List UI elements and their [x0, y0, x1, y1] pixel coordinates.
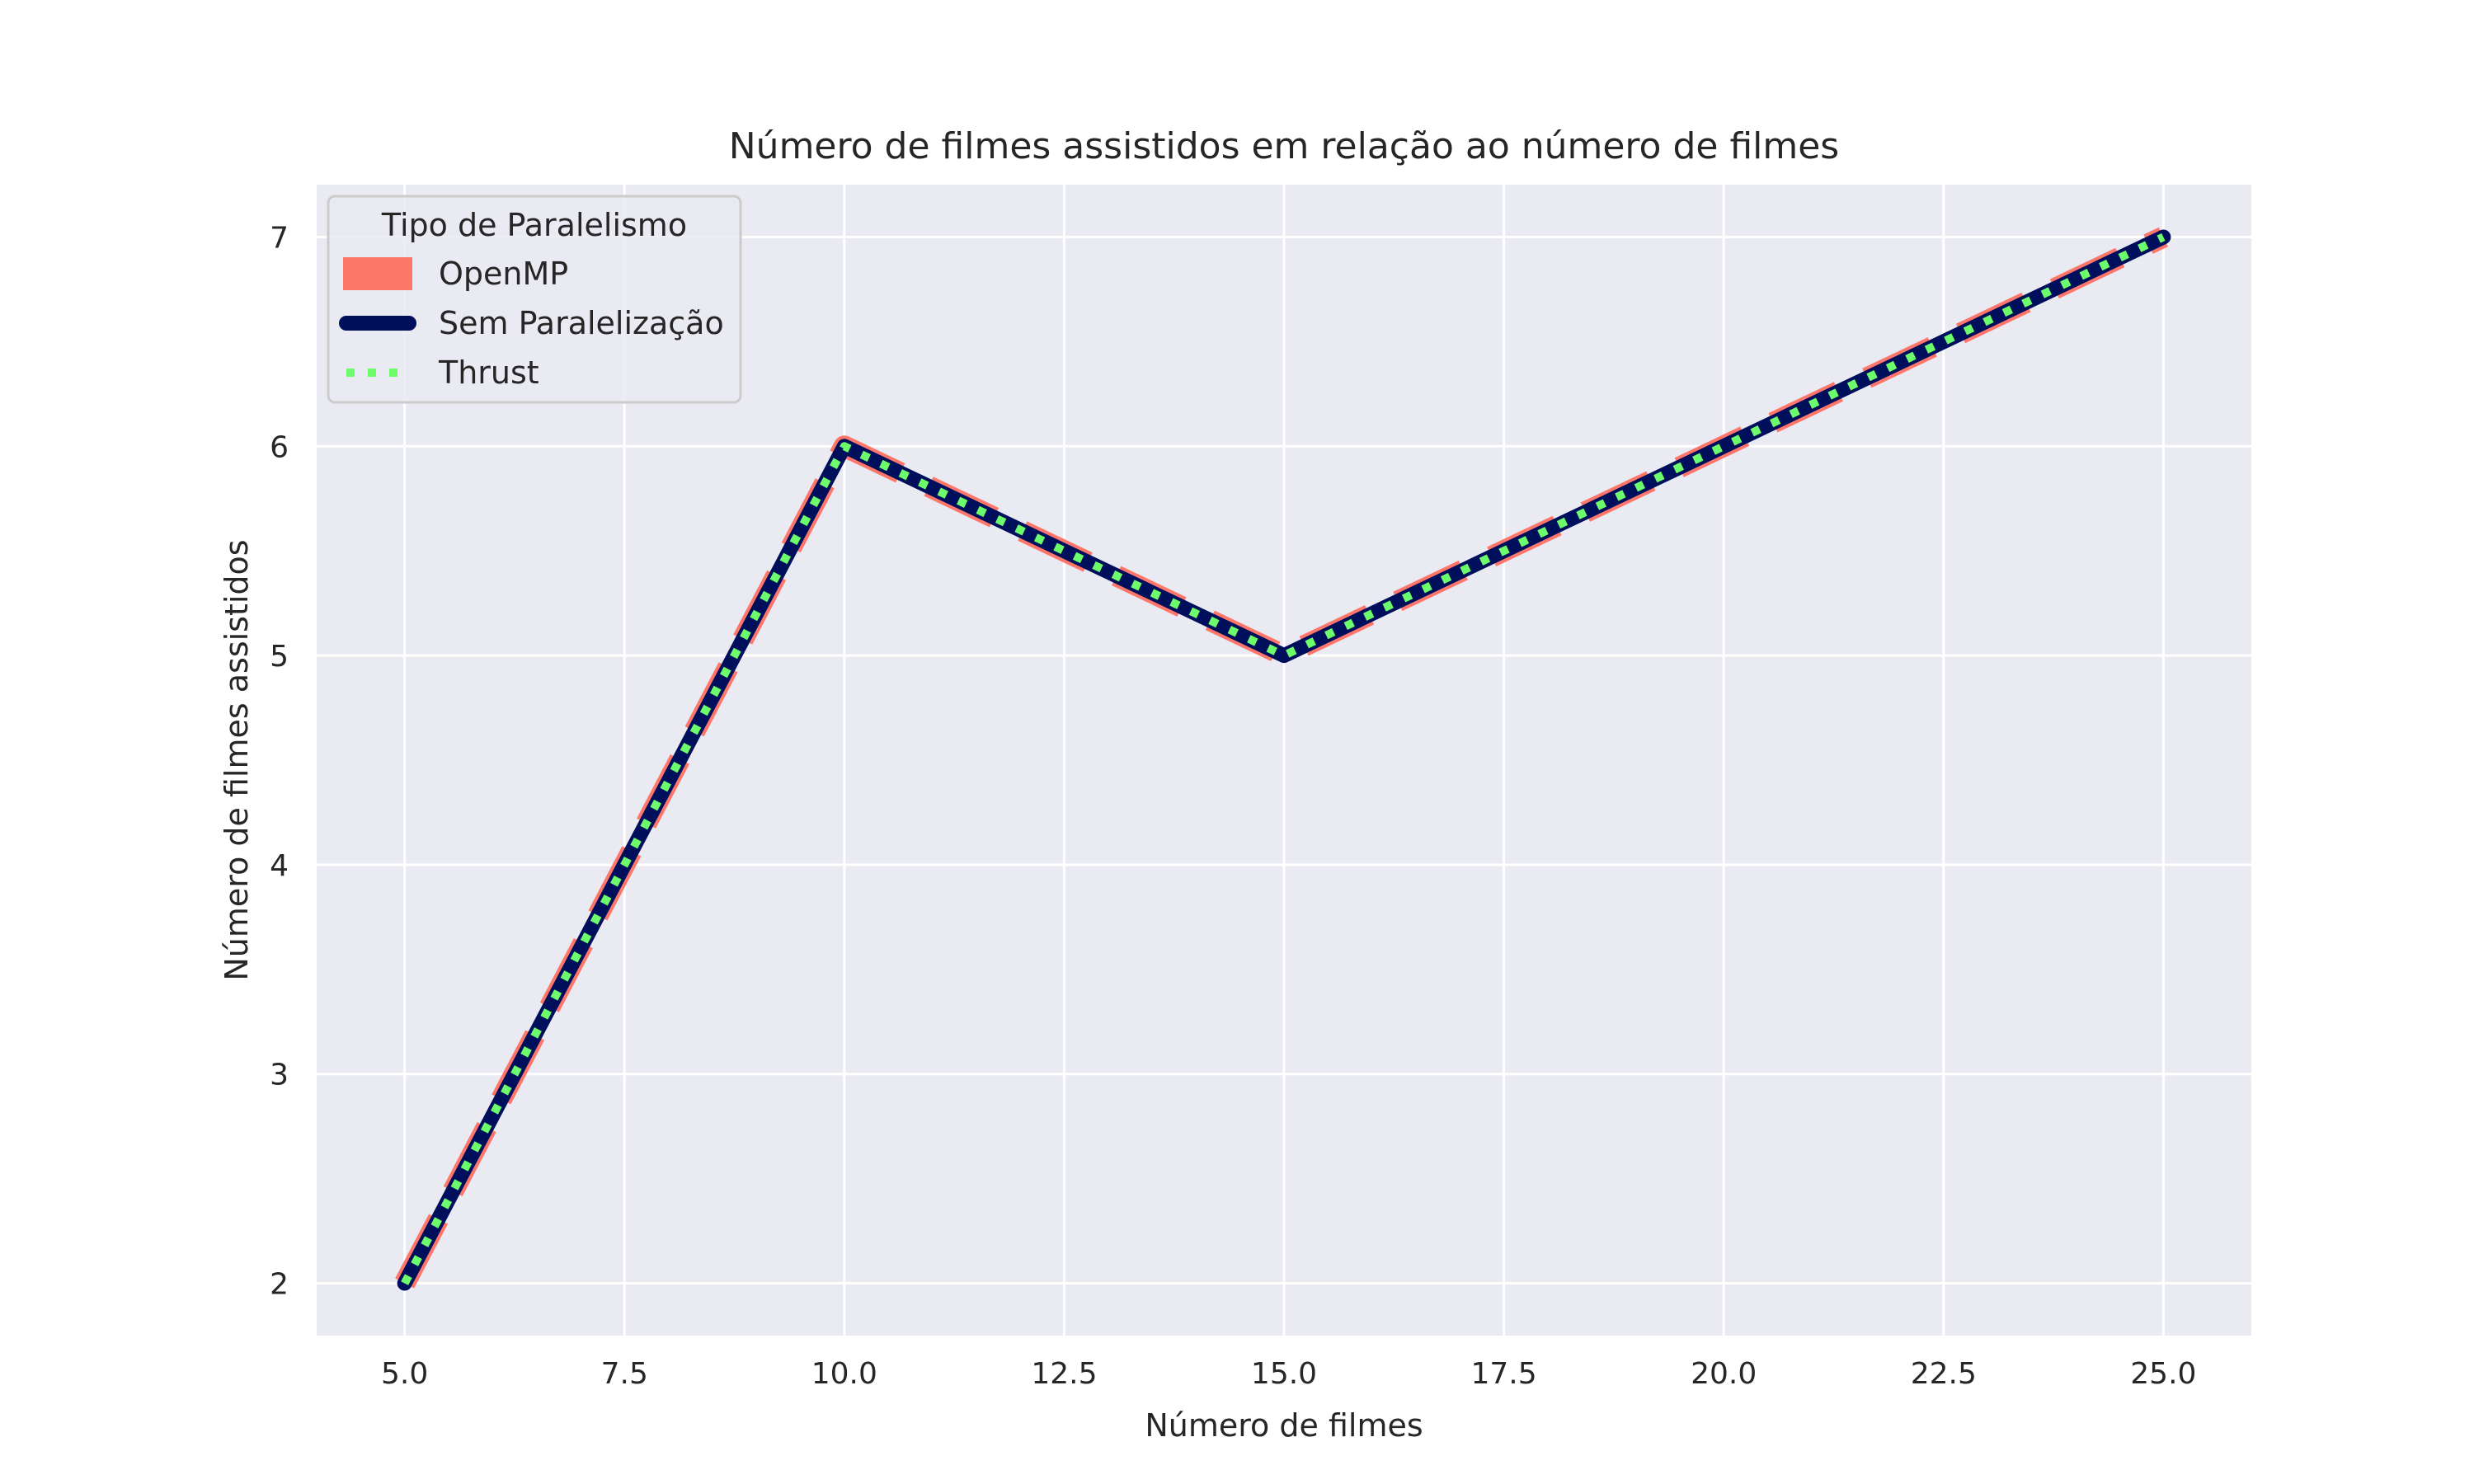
series-group [395, 227, 2171, 1291]
x-tick-label: 10.0 [811, 1357, 877, 1391]
x-tick-label: 25.0 [2130, 1357, 2196, 1391]
y-axis-label: Número de filmes assistidos [219, 539, 255, 980]
x-tick-label: 7.5 [601, 1357, 648, 1391]
x-tick-label: 5.0 [381, 1357, 428, 1391]
series-line-dotted [401, 232, 2166, 1285]
x-tick-label: 15.0 [1251, 1357, 1317, 1391]
legend-label: Sem Paralelização [439, 305, 724, 341]
y-tick-label: 3 [270, 1059, 289, 1092]
y-tick-label: 2 [270, 1268, 289, 1302]
legend-box [327, 195, 742, 404]
legend-items: OpenMP Sem Paralelização Thrust [339, 256, 724, 391]
y-tick-label: 7 [270, 221, 289, 255]
x-tick-label: 22.5 [1911, 1357, 1977, 1391]
x-tick-label: 20.0 [1691, 1357, 1757, 1391]
chart-title: Número de filmes assistidos em relação a… [729, 125, 1839, 167]
x-tick-label: 12.5 [1031, 1357, 1097, 1391]
y-tick-label: 4 [270, 849, 289, 883]
y-tick-label: 6 [270, 430, 289, 464]
legend-label: OpenMP [439, 256, 568, 292]
legend-title: Tipo de Paralelismo [381, 207, 687, 243]
legend-label: Thrust [438, 355, 539, 391]
y-axis-ticks: 2 3 4 5 6 7 [270, 221, 289, 1301]
x-axis-ticks: 5.0 7.5 10.0 12.5 15.0 17.5 20.0 22.5 25.0 [381, 1357, 2196, 1391]
x-tick-label: 17.5 [1471, 1357, 1537, 1391]
y-tick-label: 5 [270, 640, 289, 674]
legend-swatch [343, 257, 412, 290]
legend: Tipo de Paralelismo OpenMP Sem Paraleliza… [327, 195, 742, 404]
x-axis-label: Número de filmes [1145, 1407, 1423, 1444]
